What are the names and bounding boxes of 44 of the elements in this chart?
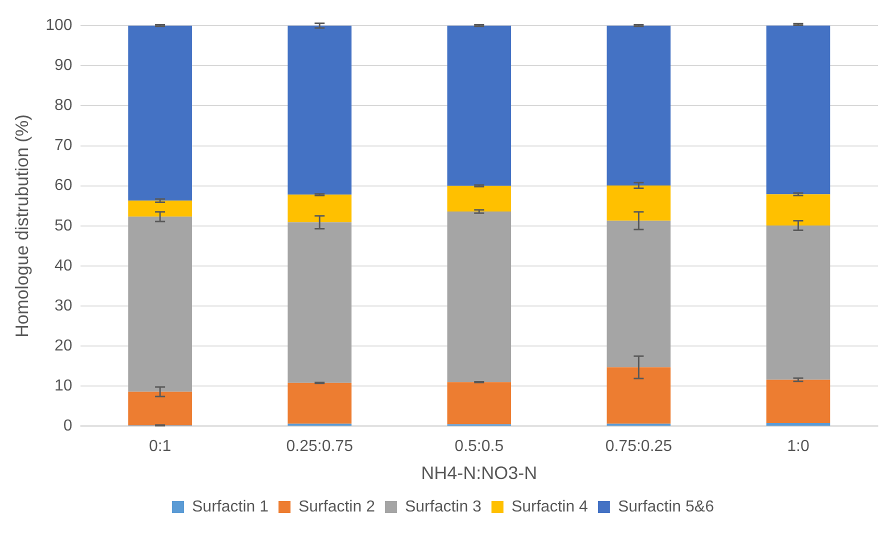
bar (766, 422, 830, 426)
bar (606, 26, 671, 186)
x-tick-label: 0:1 (148, 438, 172, 456)
y-tick-label: 10 (54, 378, 72, 395)
bar (447, 26, 512, 186)
bar (606, 367, 671, 424)
y-tick-label: 30 (54, 297, 72, 314)
bar (447, 186, 512, 212)
y-tick-label: 40 (54, 257, 72, 274)
y-tick-label: 70 (54, 137, 72, 154)
legend-label: Surfactin 5&6 (618, 498, 714, 516)
bar (288, 382, 352, 424)
bar (606, 185, 671, 221)
bar (288, 222, 352, 383)
bar (288, 194, 352, 222)
bar (606, 220, 671, 368)
y-tick-label: 50 (54, 217, 72, 234)
y-tick-label: 20 (54, 337, 72, 354)
legend-label: Surfactin 4 (511, 498, 588, 516)
bar (128, 216, 192, 392)
bar (128, 26, 192, 201)
legend-label: Surfactin 2 (298, 498, 376, 516)
x-tick-label: 0.75:0.25 (605, 438, 672, 456)
x-tick-label: 0.25:0.75 (286, 438, 354, 456)
bar (447, 211, 512, 382)
bar (766, 194, 830, 226)
x-tick-label: 0.5:0.5 (454, 438, 504, 456)
bar (766, 26, 830, 194)
y-tick-label: 0 (63, 418, 72, 435)
legend-label: Surfactin 1 (192, 498, 269, 516)
bar (766, 380, 830, 423)
bar (288, 26, 352, 195)
legend-label: Surfactin 3 (404, 498, 482, 516)
x-axis-title: NH4-N:NO3-N (421, 463, 538, 484)
y-tick-label: 80 (54, 97, 72, 114)
y-tick-label: 100 (46, 17, 72, 34)
bar (128, 200, 192, 217)
x-tick-label: 1:0 (787, 438, 810, 456)
y-tick-label: 90 (54, 57, 72, 74)
y-axis-title: Homologue distrubution (%) (12, 114, 32, 338)
bar (128, 392, 192, 426)
bar (766, 226, 830, 380)
y-tick-label: 60 (54, 177, 72, 194)
bar (447, 382, 512, 424)
